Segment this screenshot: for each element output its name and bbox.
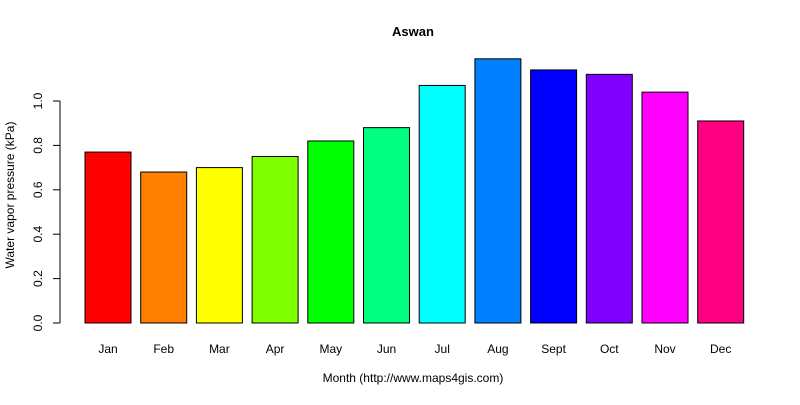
x-tick-label: Jul: [435, 342, 450, 356]
chart-title: Aswan: [392, 24, 434, 39]
x-tick-label: Sept: [541, 342, 566, 356]
y-axis: 0.0 0.2 0.4 0.6 0.8 1.0: [31, 92, 61, 331]
bar-apr: [251, 156, 299, 324]
x-tick-label: Apr: [266, 342, 285, 356]
y-tick-label: 0.4: [31, 226, 45, 243]
x-tick-label: Dec: [710, 342, 731, 356]
x-tick-labels: Jan Feb Mar Apr May Jun Jul Aug Sept Oct Nov Dec: [98, 342, 731, 356]
x-tick-label: Feb: [153, 342, 174, 356]
y-tick-label: 0.6: [31, 181, 45, 198]
bars: [84, 58, 745, 324]
x-tick-label: Jan: [98, 342, 117, 356]
y-tick-label: 0.0: [31, 314, 45, 331]
bar-sept: [530, 69, 578, 324]
bar-jul: [418, 84, 466, 324]
x-tick-label: Mar: [209, 342, 230, 356]
y-tick-label: 0.8: [31, 137, 45, 154]
bar-dec: [697, 120, 745, 324]
bar-aug: [474, 58, 522, 324]
bar-jan: [84, 151, 132, 324]
bar-mar: [195, 167, 243, 324]
x-tick-label: Jun: [377, 342, 396, 356]
bar-nov: [641, 91, 689, 324]
bar-feb: [140, 171, 188, 324]
x-tick-label: Oct: [600, 342, 619, 356]
y-axis-label: Water vapor pressure (kPa): [3, 122, 17, 269]
x-tick-label: Nov: [654, 342, 675, 356]
y-tick-label: 1.0: [31, 92, 45, 109]
bar-may: [307, 140, 355, 324]
bar-jun: [363, 127, 410, 324]
x-tick-label: May: [319, 342, 342, 356]
y-tick-label: 0.2: [31, 270, 45, 287]
x-tick-label: Aug: [487, 342, 508, 356]
x-axis-label: Month (http://www.maps4gis.com): [323, 371, 504, 385]
bar-oct: [585, 73, 633, 324]
